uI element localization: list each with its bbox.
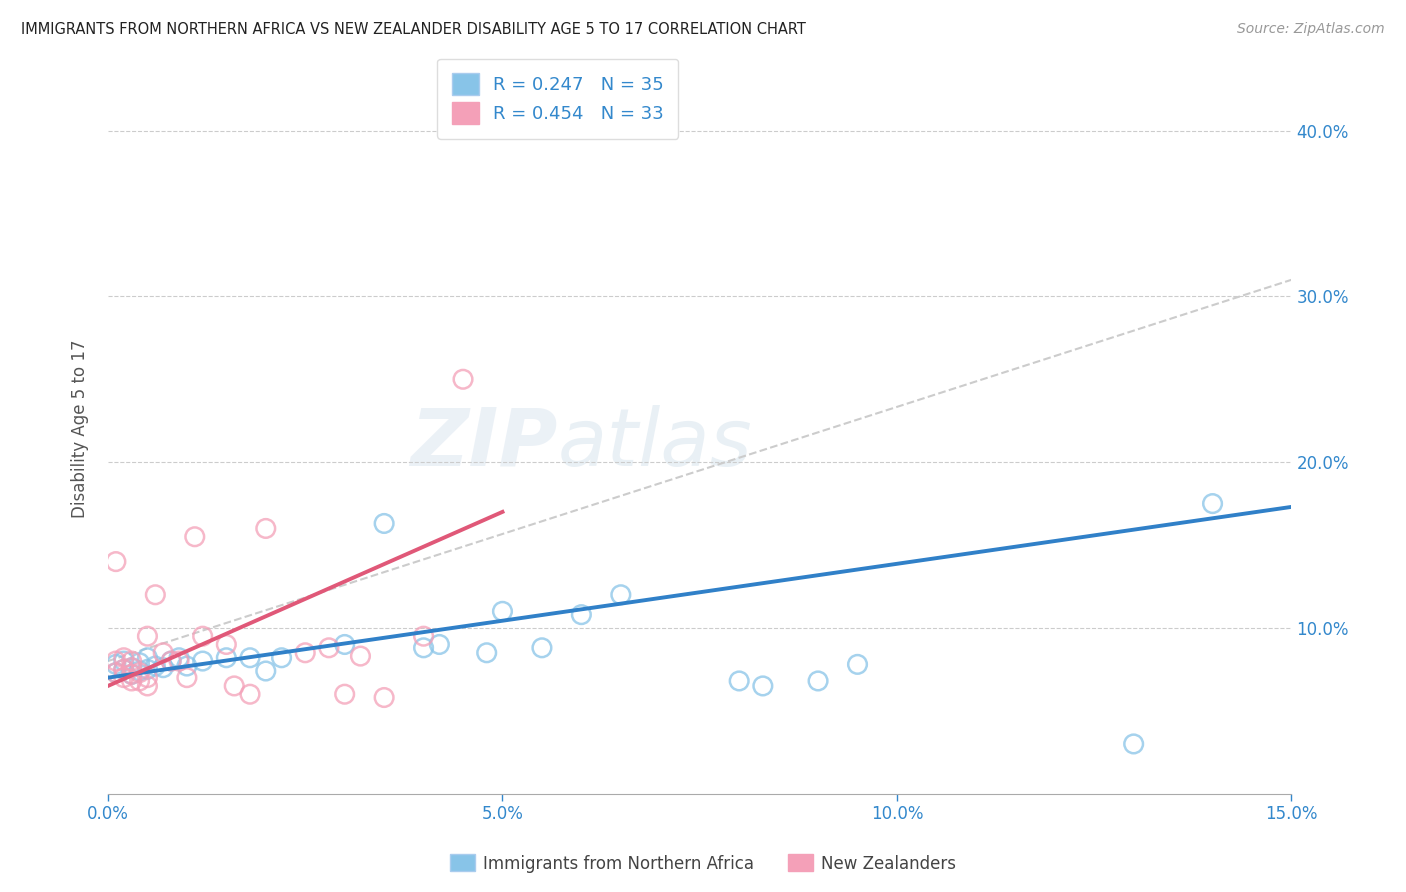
Point (451, 372, 474, 386)
Point (104, 654, 127, 668)
Point (491, 604, 513, 618)
Point (160, 654, 183, 668)
Point (112, 654, 135, 668)
Point (191, 654, 214, 668)
Point (373, 516, 395, 531)
Point (121, 667, 143, 681)
Text: atlas: atlas (558, 405, 752, 483)
Point (239, 650, 262, 665)
Point (349, 649, 371, 664)
Point (270, 650, 292, 665)
Point (318, 640, 340, 655)
Point (152, 646, 174, 660)
Point (104, 657, 127, 672)
Point (846, 657, 869, 672)
Text: ZIP: ZIP (411, 405, 558, 483)
Point (239, 687, 262, 701)
Point (112, 650, 135, 665)
Point (412, 629, 434, 643)
Text: IMMIGRANTS FROM NORTHERN AFRICA VS NEW ZEALANDER DISABILITY AGE 5 TO 17 CORRELAT: IMMIGRANTS FROM NORTHERN AFRICA VS NEW Z… (21, 22, 806, 37)
Y-axis label: Disability Age 5 to 17: Disability Age 5 to 17 (72, 340, 89, 518)
Point (128, 665, 150, 680)
Point (333, 687, 356, 701)
Point (294, 646, 316, 660)
Point (121, 673, 143, 688)
Point (136, 650, 159, 665)
Point (104, 555, 127, 569)
Point (121, 661, 143, 675)
Point (412, 640, 434, 655)
Point (728, 673, 751, 688)
Point (143, 659, 166, 673)
Point (128, 656, 150, 670)
Point (136, 629, 159, 643)
Legend: R = 0.247   N = 35, R = 0.454   N = 33: R = 0.247 N = 35, R = 0.454 N = 33 (437, 59, 678, 139)
Point (530, 640, 553, 655)
Point (427, 638, 450, 652)
Point (121, 654, 143, 668)
Text: Source: ZipAtlas.com: Source: ZipAtlas.com (1237, 22, 1385, 37)
Point (333, 638, 356, 652)
Point (136, 671, 159, 685)
Point (1201, 497, 1223, 511)
Point (184, 530, 207, 544)
Point (128, 673, 150, 688)
Point (254, 664, 277, 678)
Point (136, 679, 159, 693)
Legend: Immigrants from Northern Africa, New Zealanders: Immigrants from Northern Africa, New Zea… (443, 847, 963, 880)
Point (569, 607, 592, 622)
Point (167, 650, 190, 665)
Point (254, 521, 277, 535)
Point (807, 673, 830, 688)
Point (112, 671, 135, 685)
Point (1122, 737, 1144, 751)
Point (152, 661, 174, 675)
Point (752, 679, 775, 693)
Point (373, 690, 395, 705)
Point (112, 662, 135, 676)
Point (128, 664, 150, 678)
Point (160, 654, 183, 668)
Point (143, 588, 166, 602)
Point (176, 659, 198, 673)
Point (104, 665, 127, 680)
Point (121, 667, 143, 681)
Point (167, 654, 190, 668)
Point (176, 671, 198, 685)
Point (121, 661, 143, 675)
Point (224, 679, 246, 693)
Point (112, 662, 135, 676)
Point (136, 662, 159, 676)
Point (191, 629, 214, 643)
Point (104, 665, 127, 680)
Point (215, 650, 238, 665)
Point (475, 646, 498, 660)
Point (610, 588, 633, 602)
Point (215, 638, 238, 652)
